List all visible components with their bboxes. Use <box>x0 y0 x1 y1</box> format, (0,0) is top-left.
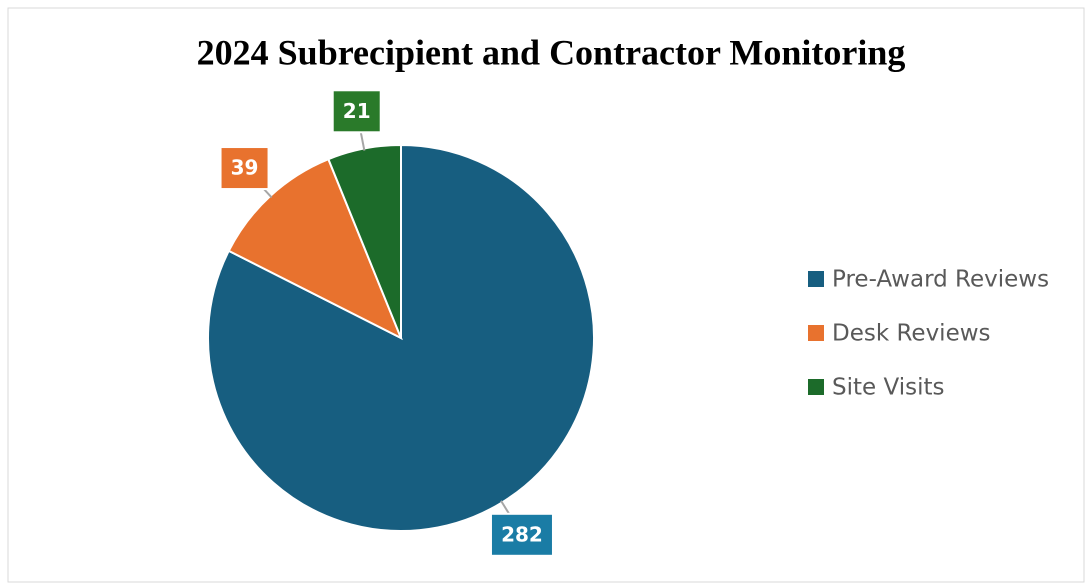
legend-swatch <box>808 379 824 395</box>
legend-swatch <box>808 271 824 287</box>
legend-label: Pre-Award Reviews <box>832 267 1049 293</box>
data-label-box <box>331 89 382 134</box>
data-label: 39 <box>231 156 259 180</box>
chart-title: 2024 Subrecipient and Contractor Monitor… <box>197 32 906 72</box>
data-label-box <box>489 512 554 557</box>
legend-label: Desk Reviews <box>832 321 991 347</box>
data-label-box <box>219 146 270 191</box>
data-label: 282 <box>501 522 543 546</box>
data-label: 21 <box>343 99 371 123</box>
legend-label: Site Visits <box>832 375 944 401</box>
legend-swatch <box>808 325 824 341</box>
